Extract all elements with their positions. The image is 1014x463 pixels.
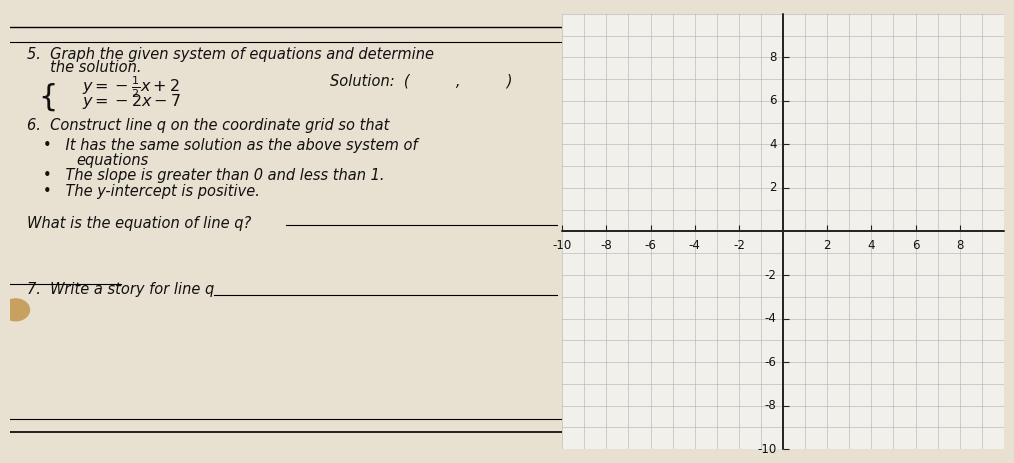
Text: -10: -10 xyxy=(553,239,572,252)
Text: •   The y-intercept is positive.: • The y-intercept is positive. xyxy=(44,184,261,199)
Text: -8: -8 xyxy=(600,239,612,252)
Text: -6: -6 xyxy=(765,356,777,369)
Text: -2: -2 xyxy=(733,239,745,252)
Text: -4: -4 xyxy=(765,312,777,325)
Text: 8: 8 xyxy=(769,51,777,64)
Circle shape xyxy=(2,299,29,321)
Text: $y = -\frac{1}{2}x + 2$: $y = -\frac{1}{2}x + 2$ xyxy=(82,74,179,100)
Text: 6: 6 xyxy=(769,94,777,107)
Text: -2: -2 xyxy=(765,269,777,282)
Text: -10: -10 xyxy=(757,443,777,456)
Text: -6: -6 xyxy=(645,239,656,252)
Text: •   The slope is greater than 0 and less than 1.: • The slope is greater than 0 and less t… xyxy=(44,169,384,183)
Text: -8: -8 xyxy=(765,399,777,412)
Text: 5.  Graph the given system of equations and determine: 5. Graph the given system of equations a… xyxy=(26,46,434,62)
Text: equations: equations xyxy=(76,153,149,168)
Text: •   It has the same solution as the above system of: • It has the same solution as the above … xyxy=(44,138,418,153)
Text: 6.  Construct line q on the coordinate grid so that: 6. Construct line q on the coordinate gr… xyxy=(26,119,389,133)
Text: 4: 4 xyxy=(769,138,777,151)
Text: 2: 2 xyxy=(769,181,777,194)
Text: the solution.: the solution. xyxy=(26,60,141,75)
Text: -4: -4 xyxy=(689,239,701,252)
Text: What is the equation of line q?: What is the equation of line q? xyxy=(26,216,250,231)
Text: 6: 6 xyxy=(912,239,920,252)
Text: 4: 4 xyxy=(868,239,875,252)
Text: Solution:  (          ,          ): Solution: ( , ) xyxy=(331,74,513,89)
Text: 2: 2 xyxy=(823,239,830,252)
Text: $\{$: $\{$ xyxy=(38,81,55,113)
Text: 7.  Write a story for line q: 7. Write a story for line q xyxy=(26,282,214,296)
Text: 8: 8 xyxy=(956,239,963,252)
Text: $y = -2x - 7$: $y = -2x - 7$ xyxy=(82,92,182,111)
